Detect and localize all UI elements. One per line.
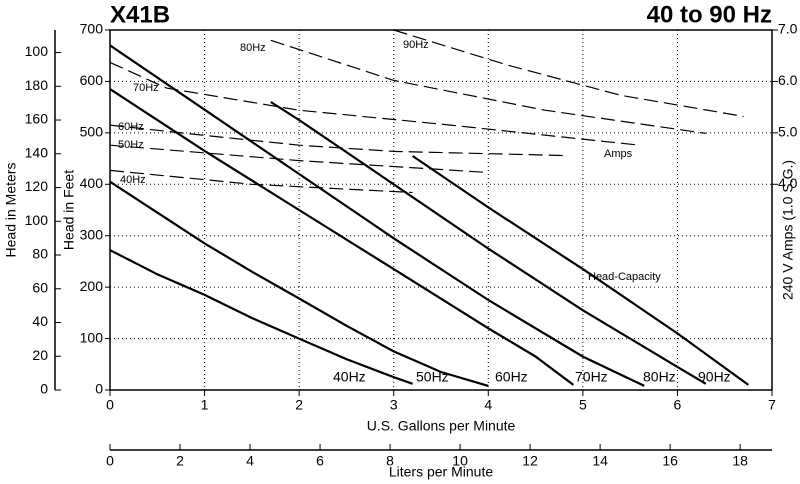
x-tick-label: 5 [579,397,587,413]
x-tick-label: 3 [390,397,398,413]
series-label: 70Hz [133,82,159,94]
y-tick-label: 600 [80,72,104,88]
annotation: Head-Capacity [588,271,661,283]
x2-tick-label: 6 [316,453,324,469]
series-label: 60Hz [495,369,528,385]
y3-tick-label: 40 [32,313,48,329]
x2-tick-label: 2 [176,453,184,469]
series-label: 50Hz [416,369,449,385]
y-tick-label: 700 [80,21,104,37]
annotation: Amps [604,148,633,160]
y3-tick-label: 80 [32,246,48,262]
chart-subtitle: 40 to 90 Hz [647,1,772,28]
y-tick-label: 500 [80,124,104,140]
y-axis-label: Head in Feet [61,170,77,250]
x2-tick-label: 8 [386,453,394,469]
x2-axis-label: Liters per Minute [389,464,493,480]
chart-title: X41B [110,1,170,28]
amps-curve [109,144,489,174]
head-curve [270,101,707,385]
x2-tick-label: 16 [662,453,678,469]
y3-tick-label: 60 [32,279,48,295]
series-label: 80Hz [643,369,676,385]
head-curve [109,88,575,386]
y2-tick-label: 6.0 [778,72,798,88]
y2-tick-label: 4.0 [778,175,798,191]
y3-tick-label: 0 [40,381,48,397]
x-axis-label: U.S. Gallons per Minute [367,418,516,434]
x-tick-label: 4 [484,397,492,413]
amps-curve [270,39,706,134]
y2-tick-label: 5.0 [778,124,798,140]
y3-tick-label: 20 [32,347,48,363]
x-tick-label: 0 [106,397,114,413]
y3-axis-label: Head in Meters [3,163,19,258]
y-tick-label: 100 [80,329,104,345]
series-label: 40Hz [333,369,366,385]
head-curve [109,249,413,385]
head-curve [411,155,750,386]
x2-tick-label: 0 [106,453,114,469]
x-tick-label: 1 [201,397,209,413]
x2-tick-label: 14 [592,453,608,469]
y2-axis-label: 240 V Amps (1.0 S.G.) [780,160,796,300]
series-label: 40Hz [120,174,146,186]
y3-tick-label: 140 [25,144,49,160]
y3-tick-label: 160 [25,111,49,127]
series-label: 50Hz [118,139,144,151]
x2-tick-label: 10 [452,453,468,469]
y-tick-label: 400 [80,175,104,191]
y2-tick-label: 7.0 [778,21,798,37]
y-tick-label: 200 [80,278,104,294]
y3-tick-label: 100 [25,212,49,228]
series-label: 80Hz [240,42,266,54]
y-tick-label: 0 [95,381,103,397]
y3-tick-label: 100 [25,43,49,59]
x-tick-label: 6 [674,397,682,413]
y3-tick-label: 180 [25,77,49,93]
plot-frame [109,29,773,391]
series-label: 70Hz [575,369,608,385]
x2-tick-label: 12 [522,453,538,469]
x-tick-label: 7 [768,397,776,413]
series-label: 90Hz [698,369,731,385]
y3-tick-label: 120 [25,178,49,194]
amps-curve [109,124,564,157]
y-tick-label: 300 [80,226,104,242]
series-label: 90Hz [403,39,429,51]
x-tick-label: 2 [295,397,303,413]
x2-tick-label: 4 [246,453,254,469]
x2-tick-label: 18 [732,453,748,469]
amps-curve [109,169,413,194]
amps-curve [393,29,744,117]
head-curve [109,44,645,387]
amps-curve [109,61,640,146]
series-label: 60Hz [118,121,144,133]
head-curve [109,180,489,387]
